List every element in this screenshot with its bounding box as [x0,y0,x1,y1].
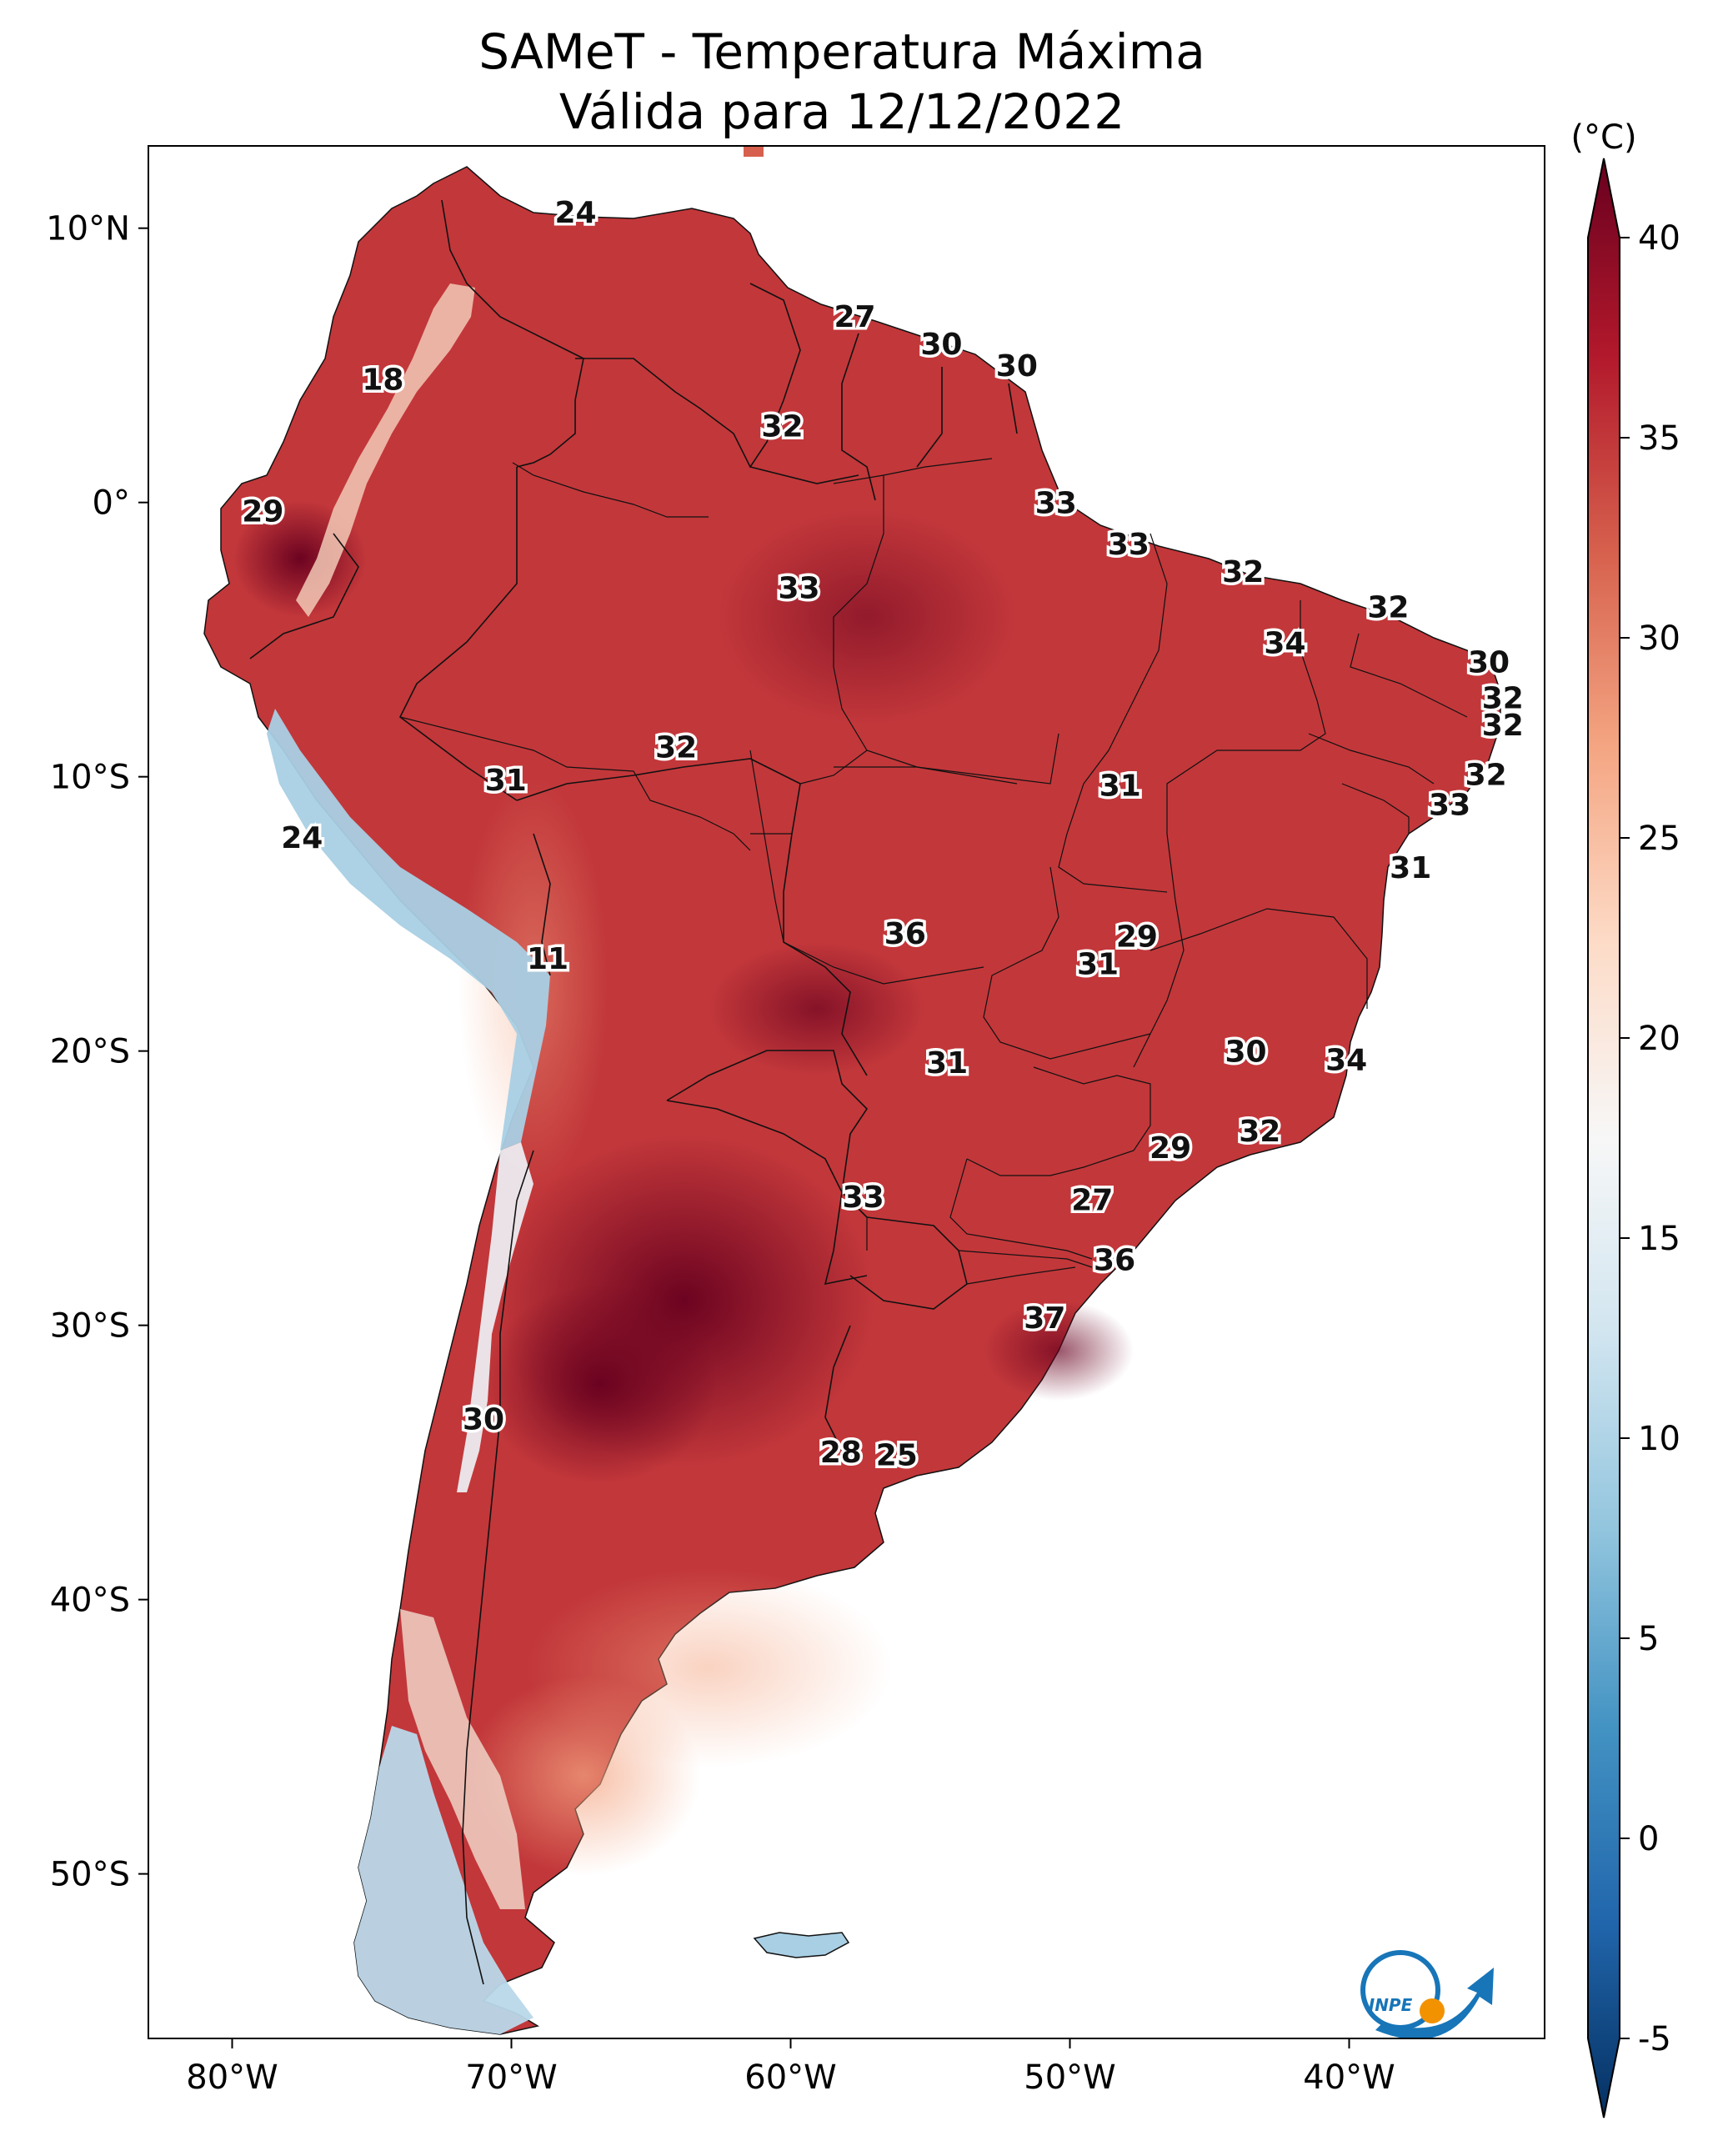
heat-core-amazon [717,509,1017,725]
colorbar-tick-label: 30 [1638,619,1680,658]
colorbar-unit-label: (°C) [1570,118,1636,157]
station-temperature-label: 32 [1222,555,1264,589]
inpe-logo: INPE [1360,1950,1494,2038]
colorbar-tick-label: 40 [1638,219,1680,258]
station-temperature-label: 36 [884,917,926,951]
station-temperature-label: 33 [778,572,819,606]
lat-tick-label: 40°S [50,1582,130,1620]
lon-tick-label: 50°W [1024,2058,1115,2097]
colorbar-tick-label: -5 [1638,2020,1671,2058]
inpe-logo-arrow [1375,1968,1494,2038]
station-temperature-label: 29 [242,495,283,529]
lat-tick-label: 20°S [50,1033,130,1071]
lat-tick-label: 0° [93,484,130,523]
station-temperature-label: 18 [362,364,403,398]
heat-core-rio-grande [984,1301,1134,1401]
map-title-line-2: Válida para 12/12/2022 [558,83,1125,140]
station-temperature-label: 32 [761,410,803,444]
heat-core-argentina [483,1284,717,1484]
station-temperature-label: 32 [1465,758,1507,792]
station-temperature-label: 32 [1482,681,1524,715]
lon-tick-label: 80°W [186,2058,278,2097]
station-temperature-label: 27 [834,300,875,334]
station-temperature-label: 33 [1429,789,1470,823]
colorbar-tick-label: 25 [1638,820,1680,858]
station-temperature-label: 25 [876,1438,918,1472]
station-temperature-label: 31 [1077,947,1119,981]
lat-tick-label: 10°S [50,759,130,797]
station-temperature-label: 27 [1071,1183,1113,1217]
patagonia-light-band [400,1609,525,1909]
station-temperature-label: 11 [527,942,568,976]
station-temperature-label: 24 [281,821,323,855]
station-temperature-label: 31 [926,1046,968,1081]
station-temperature-label: 30 [463,1402,504,1436]
station-temperature-label: 31 [1390,851,1431,885]
station-temperature-label: 32 [655,730,697,765]
station-temperature-label: 30 [1225,1035,1266,1070]
colorbar-tick-label: 0 [1638,1820,1659,1858]
station-temperature-label: 32 [1367,591,1409,625]
station-temperature-label: 36 [1094,1244,1135,1278]
station-temperature-label: 30 [1468,645,1510,679]
inpe-logo-text: INPE [1369,1995,1413,2015]
lat-tick-label: 30°S [50,1307,130,1346]
andes-snow-band [457,1142,533,1492]
station-temperature-label: 33 [843,1181,884,1215]
inpe-logo-dot [1420,1998,1445,2023]
lon-tick-label: 70°W [465,2058,557,2097]
latitude-ticks: 10°N 0° 10°S 20°S 30°S 40°S 50°S [46,210,148,1894]
station-temperature-label: 30 [920,328,962,362]
station-temperature-label: 28 [820,1436,862,1470]
station-temperature-label: 30 [996,349,1038,384]
brazil-state-borders [399,458,1468,1285]
station-temperature-label: 29 [1150,1131,1191,1166]
falkland-islands [753,1932,850,1958]
station-temperature-label: 24 [554,196,596,230]
colorbar-tick-label: 20 [1638,1020,1680,1058]
lon-tick-label: 60°W [744,2058,836,2097]
longitude-ticks: 80°W 70°W 60°W 50°W 40°W [186,2038,1395,2097]
colorbar-tick-label: 35 [1638,419,1680,458]
patagonia-cold-band [354,1726,533,2034]
colorbar-tick-label: 15 [1638,1220,1680,1258]
station-temperature-label: 29 [1116,920,1158,954]
caribbean-island [744,146,764,157]
colorbar-ticks: 40 35 30 25 20 15 10 5 0 -5 [1620,219,1680,2058]
colombia-cool-band [296,283,475,617]
colorbar-tick-label: 5 [1638,1620,1659,1658]
heat-core-mato-grosso [709,942,925,1075]
station-temperature-label: 33 [1108,528,1150,562]
map-frame-border [148,145,1545,2039]
colorbar: (°C) 40 35 30 25 20 15 10 5 0 -5 [1570,118,1680,2118]
station-temperature-label: 34 [1325,1044,1367,1078]
andes-cold-band [267,709,550,1151]
warm-patch-patagonia [467,1676,700,1876]
station-temperature-label: 31 [1099,770,1141,804]
lat-tick-label: 10°N [46,210,130,248]
lon-tick-label: 40°W [1303,2058,1395,2097]
colorbar-tick-label: 10 [1638,1420,1680,1458]
station-temperature-label: 34 [1264,626,1305,660]
colorbar-body [1587,158,1620,2118]
lat-tick-label: 50°S [50,1856,130,1894]
station-temperature-label: 33 [1035,487,1077,521]
station-temperature-label: 32 [1239,1115,1280,1149]
station-temperature-label: 32 [1482,709,1524,743]
map-title-line-1: SAMeT - Temperatura Máxima [478,23,1205,80]
station-temperature-label: 37 [1024,1301,1065,1336]
station-temperature-label: 31 [485,764,527,798]
